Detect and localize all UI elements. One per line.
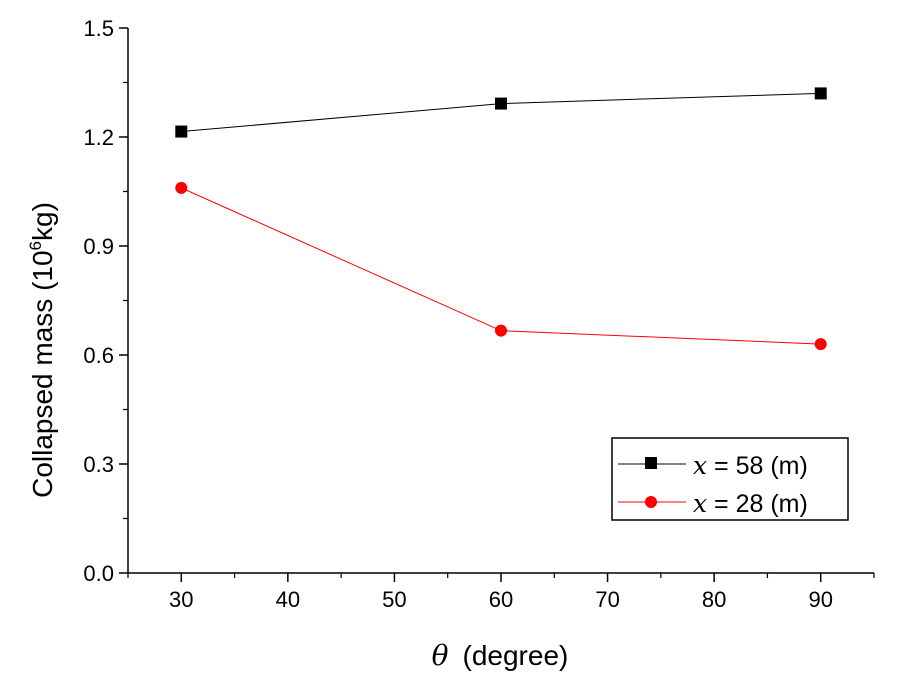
y-axis-title-prefix: Collapsed mass (10 <box>27 250 58 497</box>
x-tick-label-3: 60 <box>489 587 513 612</box>
series-line-1 <box>181 187 821 345</box>
y-tick-label-5: 1.5 <box>83 16 114 41</box>
x-tick-label-1: 40 <box>276 587 300 612</box>
series-1-point-1 <box>495 324 507 337</box>
y-axis-title-exponent: 6 <box>26 241 45 250</box>
legend: x = 58 (m) x = 28 (m) <box>611 437 849 521</box>
legend-label-0: x = 58 (m) <box>693 451 808 480</box>
y-axis-ticks: 0.0 0.3 0.6 0.9 1.2 1.5 <box>83 16 128 586</box>
y-tick-label-2: 0.6 <box>83 343 114 368</box>
y-tick-label-3: 0.9 <box>83 234 114 259</box>
series-group <box>175 87 827 351</box>
legend-marker-0 <box>645 457 657 469</box>
legend-value-0: = 58 (m) <box>707 452 808 480</box>
series-0-point-2 <box>814 87 827 100</box>
x-axis-title: θ (degree) <box>432 639 569 672</box>
x-tick-label-0: 30 <box>169 587 193 612</box>
x-tick-label-6: 90 <box>808 587 832 612</box>
x-tick-label-4: 70 <box>595 587 619 612</box>
series-1-point-0 <box>175 181 188 194</box>
y-axis-title-suffix: kg) <box>27 202 58 241</box>
y-tick-label-0: 0.0 <box>83 561 114 586</box>
series-1-point-2 <box>814 338 827 351</box>
y-tick-label-4: 1.2 <box>83 125 114 150</box>
legend-var-0: x <box>693 451 707 480</box>
y-axis-title: Collapsed mass (106kg) <box>26 202 58 498</box>
x-tick-label-5: 80 <box>702 587 726 612</box>
series-0-point-0 <box>175 125 188 138</box>
legend-value-1: = 28 (m) <box>707 490 808 518</box>
x-axis-unit: (degree) <box>463 640 569 671</box>
series-0-point-1 <box>495 97 507 110</box>
x-axis-ticks: 30 40 50 60 70 80 90 <box>127 573 875 612</box>
legend-var-1: x <box>693 489 707 518</box>
x-axis-symbol: θ <box>432 639 449 672</box>
legend-label-1: x = 28 (m) <box>693 489 808 518</box>
x-tick-label-2: 50 <box>382 587 406 612</box>
y-tick-label-1: 0.3 <box>83 452 114 477</box>
legend-marker-1 <box>645 496 657 508</box>
